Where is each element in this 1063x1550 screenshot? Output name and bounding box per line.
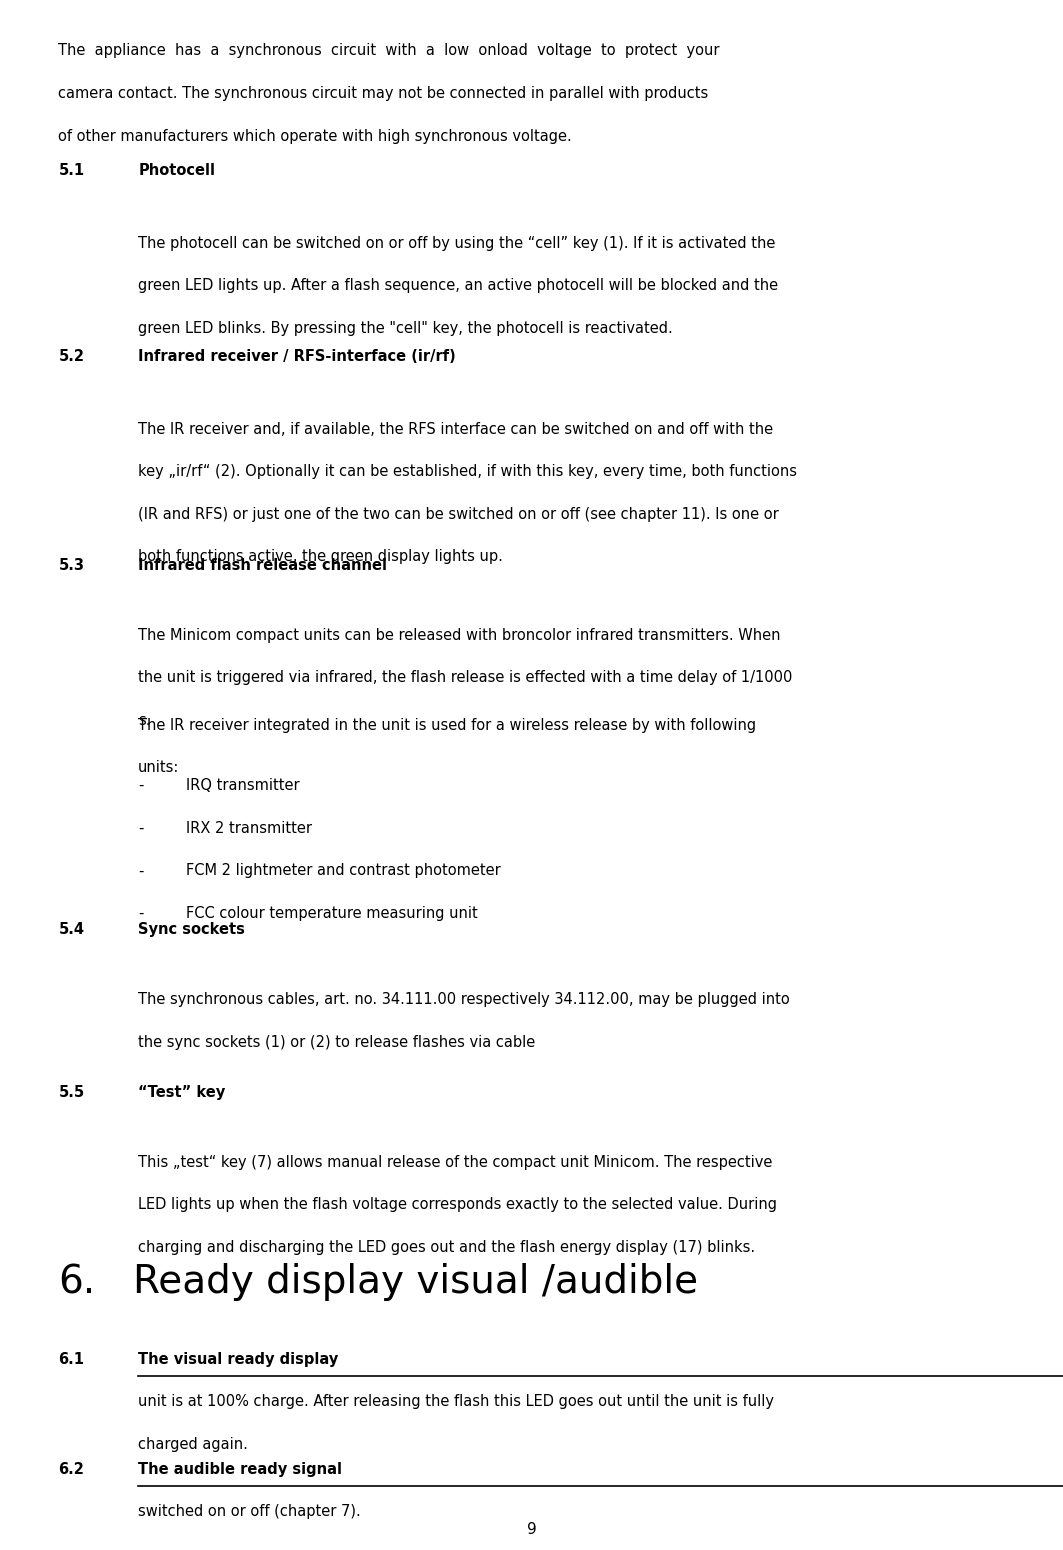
- Text: (IR and RFS) or just one of the two can be switched on or off (see chapter 11). : (IR and RFS) or just one of the two can …: [138, 507, 779, 522]
- Text: 6.1: 6.1: [58, 1352, 84, 1367]
- Text: unit is at 100% charge. After releasing the flash this LED goes out until the un: unit is at 100% charge. After releasing …: [138, 1395, 774, 1409]
- Text: 5.5: 5.5: [58, 1085, 85, 1100]
- Text: green LED blinks. By pressing the "cell" key, the photocell is reactivated.: green LED blinks. By pressing the "cell"…: [138, 321, 673, 336]
- Text: camera contact. The synchronous circuit may not be connected in parallel with pr: camera contact. The synchronous circuit …: [58, 87, 709, 101]
- Text: Infrared receiver / RFS-interface (ir/rf): Infrared receiver / RFS-interface (ir/rf…: [138, 349, 456, 364]
- Text: 5.1: 5.1: [58, 163, 85, 178]
- Text: the sync sockets (1) or (2) to release flashes via cable: the sync sockets (1) or (2) to release f…: [138, 1035, 536, 1049]
- Text: IRX 2 transmitter: IRX 2 transmitter: [186, 822, 313, 835]
- Text: 5.4: 5.4: [58, 922, 84, 938]
- Text: -: -: [138, 778, 144, 794]
- Text: 5.2: 5.2: [58, 349, 84, 364]
- Text: charged again.: charged again.: [138, 1437, 248, 1452]
- Text: Infrared flash release channel: Infrared flash release channel: [138, 558, 387, 574]
- Text: switched on or off (chapter 7).: switched on or off (chapter 7).: [138, 1504, 361, 1519]
- Text: s.: s.: [138, 713, 151, 728]
- Text: IRQ transmitter: IRQ transmitter: [186, 778, 300, 794]
- Text: 6.: 6.: [58, 1263, 96, 1302]
- Text: 6.2: 6.2: [58, 1462, 84, 1477]
- Text: The visual ready display: The visual ready display: [138, 1352, 338, 1367]
- Text: charging and discharging the LED goes out and the flash energy display (17) blin: charging and discharging the LED goes ou…: [138, 1240, 756, 1256]
- Text: Sync sockets: Sync sockets: [138, 922, 246, 938]
- Text: units:: units:: [138, 760, 180, 775]
- Text: of other manufacturers which operate with high synchronous voltage.: of other manufacturers which operate wit…: [58, 129, 572, 144]
- Text: The IR receiver and, if available, the RFS interface can be switched on and off : The IR receiver and, if available, the R…: [138, 422, 773, 437]
- Text: The Minicom compact units can be released with broncolor infrared transmitters. : The Minicom compact units can be release…: [138, 628, 780, 643]
- Text: LED lights up when the flash voltage corresponds exactly to the selected value. : LED lights up when the flash voltage cor…: [138, 1197, 777, 1212]
- Text: The audible ready signal: The audible ready signal: [138, 1462, 342, 1477]
- Text: FCM 2 lightmeter and contrast photometer: FCM 2 lightmeter and contrast photometer: [186, 863, 501, 879]
- Text: This „test“ key (7) allows manual release of the compact unit Minicom. The respe: This „test“ key (7) allows manual releas…: [138, 1155, 773, 1170]
- Text: both functions active, the green display lights up.: both functions active, the green display…: [138, 549, 503, 564]
- Text: The photocell can be switched on or off by using the “cell” key (1). If it is ac: The photocell can be switched on or off …: [138, 236, 776, 251]
- Text: FCC colour temperature measuring unit: FCC colour temperature measuring unit: [186, 905, 477, 921]
- Text: 5.3: 5.3: [58, 558, 84, 574]
- Text: The  appliance  has  a  synchronous  circuit  with  a  low  onload  voltage  to : The appliance has a synchronous circuit …: [58, 43, 720, 59]
- Text: key „ir/rf“ (2). Optionally it can be established, if with this key, every time,: key „ir/rf“ (2). Optionally it can be es…: [138, 465, 797, 479]
- Text: “Test” key: “Test” key: [138, 1085, 225, 1100]
- Text: -: -: [138, 863, 144, 879]
- Text: -: -: [138, 822, 144, 835]
- Text: 9: 9: [526, 1522, 537, 1538]
- Text: green LED lights up. After a flash sequence, an active photocell will be blocked: green LED lights up. After a flash seque…: [138, 279, 778, 293]
- Text: the unit is triggered via infrared, the flash release is effected with a time de: the unit is triggered via infrared, the …: [138, 670, 793, 685]
- Text: The synchronous cables, art. no. 34.111.00 respectively 34.112.00, may be plugge: The synchronous cables, art. no. 34.111.…: [138, 992, 790, 1008]
- Text: The IR receiver integrated in the unit is used for a wireless release by with fo: The IR receiver integrated in the unit i…: [138, 718, 756, 733]
- Text: Photocell: Photocell: [138, 163, 215, 178]
- Text: -: -: [138, 905, 144, 921]
- Text: Ready display visual /audible: Ready display visual /audible: [133, 1263, 698, 1302]
